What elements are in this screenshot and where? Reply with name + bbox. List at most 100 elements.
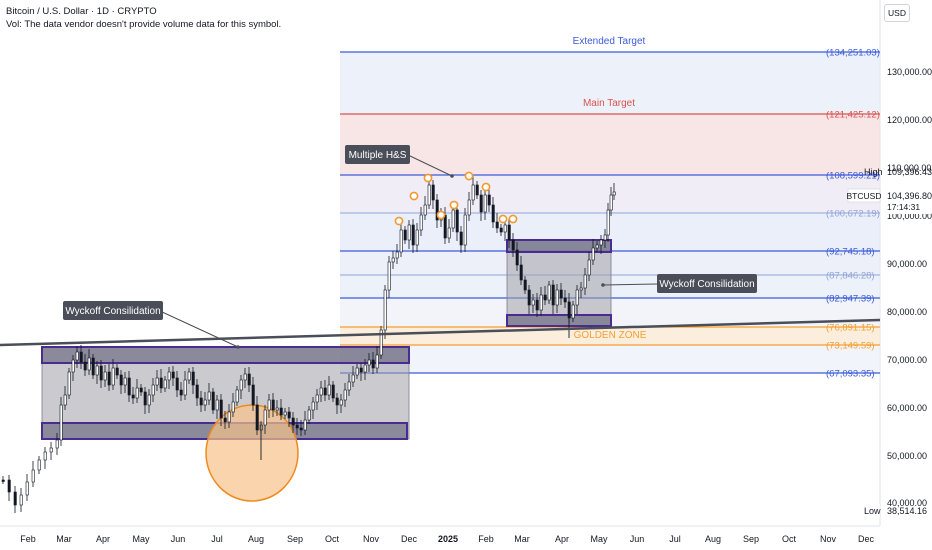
pattern-marker[interactable]	[508, 214, 518, 224]
fib-level-caption: Main Target	[583, 98, 635, 109]
candle-body	[447, 227, 451, 239]
fib-level-value: (67,093.35)	[826, 369, 875, 380]
candle-body	[606, 209, 610, 236]
candle-body	[87, 357, 91, 371]
candle-body	[187, 371, 191, 381]
candle-body	[315, 394, 319, 403]
candlestick-series[interactable]	[1, 176, 616, 513]
fib-level-value: (87,846.28)	[826, 271, 875, 282]
candle-body	[327, 384, 331, 396]
currency-button[interactable]: USD	[884, 4, 910, 22]
wyckoff-left-callout-dot[interactable]	[236, 345, 240, 349]
candle-body	[403, 229, 407, 241]
pattern-marker[interactable]	[449, 200, 459, 210]
wyckoff-right-top-band[interactable]	[506, 239, 612, 253]
candle-body	[527, 289, 531, 306]
candle-body	[219, 399, 223, 419]
candle-body	[612, 191, 616, 196]
candle-body	[507, 224, 511, 241]
trendline[interactable]	[0, 318, 881, 347]
pattern-marker[interactable]	[498, 214, 508, 224]
candle-body	[235, 389, 239, 403]
hs-callout-dot[interactable]	[450, 174, 454, 178]
pattern-marker[interactable]	[436, 210, 446, 220]
candle-body	[423, 204, 427, 216]
hs-callout-box[interactable]	[345, 145, 410, 164]
low-value: 38,514.16	[887, 506, 927, 516]
wyckoff-box-right[interactable]	[506, 239, 612, 327]
fib-level-value: (82,947.39)	[826, 294, 875, 305]
symbol-badge-text: BTCUSD	[847, 191, 882, 201]
candle-body	[171, 371, 175, 379]
pattern-marker[interactable]	[409, 191, 419, 201]
time-tick-label: Jun	[630, 534, 645, 544]
time-axis-ticks[interactable]: Feb Mar Apr May Jun Jul Aug Sep Oct Nov Dec 2025 Feb…	[20, 534, 874, 544]
head-shoulders-markers[interactable]	[394, 171, 518, 226]
wyckoff-box-left[interactable]	[41, 346, 410, 440]
candle-body	[295, 424, 299, 429]
candle-body	[451, 209, 455, 229]
candle-body	[359, 367, 363, 373]
pattern-marker[interactable]	[464, 171, 474, 181]
symbol-badge	[847, 188, 881, 203]
time-tick-label: Sep	[743, 534, 759, 544]
candle-body	[323, 387, 327, 396]
candle-body	[223, 417, 227, 423]
fib-band	[340, 114, 880, 175]
candle-body	[75, 351, 79, 361]
wyckoff-right-callout-text: Wyckoff Consilidation	[659, 279, 754, 290]
hs-callout-line	[407, 154, 453, 177]
candle-body	[411, 224, 415, 246]
candle-body	[143, 391, 147, 406]
wyckoff-right-bottom-band[interactable]	[506, 314, 612, 327]
price-tick-label: 130,000.00	[887, 67, 932, 77]
candle-body	[483, 194, 487, 213]
candle-body	[351, 374, 355, 383]
fib-level-value: (76,891.15)	[826, 323, 875, 334]
fib-level-value: (108,599.21)	[826, 171, 880, 182]
wyckoff-right-callout-dot[interactable]	[601, 283, 605, 287]
accumulation-circle[interactable]	[205, 404, 299, 502]
candle-body	[467, 199, 471, 216]
candle-body	[307, 409, 311, 421]
candle-body	[591, 247, 595, 261]
price-axis[interactable]	[880, 0, 932, 550]
candle-body	[99, 365, 103, 381]
candle-body	[455, 209, 459, 233]
wyckoff-left-top-band[interactable]	[41, 346, 410, 364]
symbol-title[interactable]: Bitcoin / U.S. Dollar · 1D · CRYPTO	[6, 6, 157, 17]
candle-body	[123, 377, 127, 386]
candle-body	[183, 379, 187, 396]
countdown: 17:14:31	[887, 202, 920, 212]
candle-body	[343, 389, 347, 401]
candle-body	[347, 381, 351, 391]
pattern-marker[interactable]	[394, 216, 404, 226]
candle-body	[1, 479, 5, 482]
candle-body	[475, 184, 479, 196]
time-tick-label: Sep	[287, 534, 303, 544]
low-label: Low	[864, 506, 881, 516]
fib-level-value: (92,745.18)	[826, 247, 875, 258]
candle-body	[459, 231, 463, 246]
fib-projection-background	[340, 52, 880, 373]
pattern-marker[interactable]	[423, 173, 433, 183]
wyckoff-left-callout-box[interactable]	[63, 301, 163, 320]
candle-body	[271, 399, 275, 411]
fib-projection-lines[interactable]: (134,251.03) Extended Target (121,425.12) M…	[340, 36, 880, 380]
candle-body	[251, 384, 255, 406]
candle-body	[363, 364, 367, 373]
candle-body	[471, 184, 475, 201]
wyckoff-right-callout-box[interactable]	[657, 274, 757, 293]
candle-body	[199, 397, 203, 406]
candle-body	[83, 361, 87, 371]
candle-body	[415, 229, 419, 246]
time-tick-label: May	[132, 534, 150, 544]
candle-body	[131, 394, 135, 399]
candle-body	[609, 194, 613, 211]
candle-body	[431, 184, 435, 201]
time-tick-label: Jun	[171, 534, 186, 544]
candle-body	[203, 399, 207, 406]
pattern-marker[interactable]	[481, 182, 491, 192]
candle-body	[383, 289, 387, 331]
